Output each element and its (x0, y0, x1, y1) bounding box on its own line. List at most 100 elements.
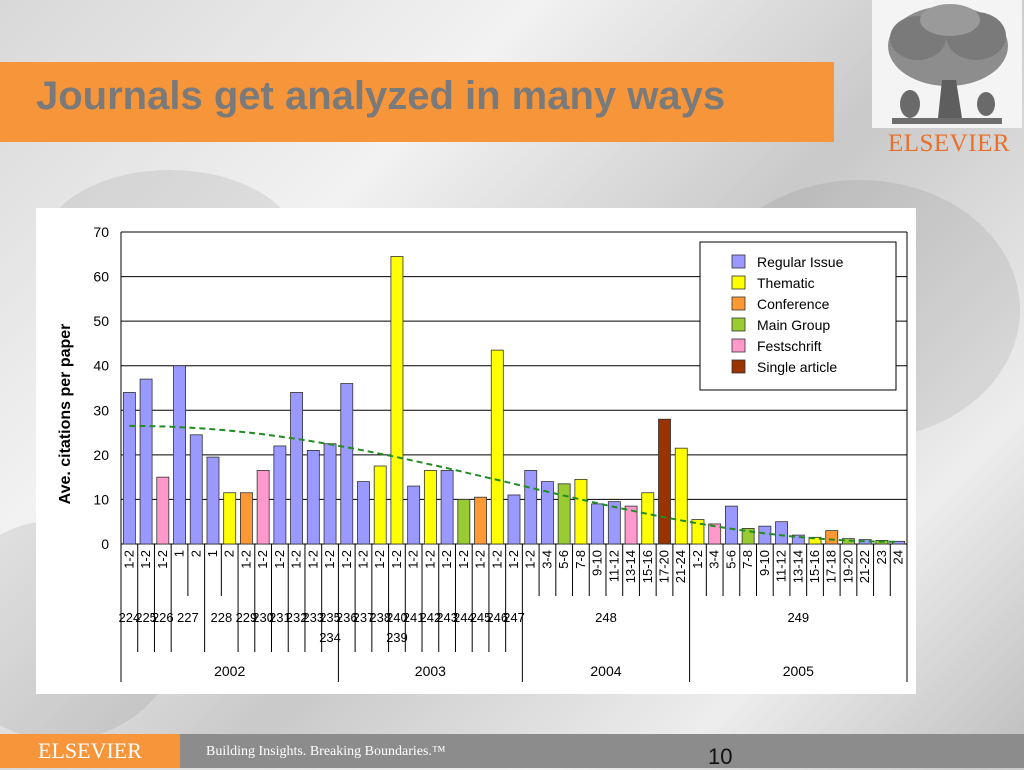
volume-label: 225 (135, 610, 157, 625)
y-tick-label: 40 (93, 358, 109, 374)
bar (423, 470, 437, 545)
bar (574, 478, 588, 545)
bar (541, 481, 554, 545)
issue-label: 1-2 (389, 550, 404, 569)
issue-label: 2 (188, 550, 203, 557)
bar (306, 449, 320, 545)
bar (758, 525, 772, 545)
bar (256, 470, 270, 545)
legend-label: Festschrift (757, 338, 822, 354)
issue-label: 1-2 (339, 550, 354, 569)
issue-label: 3-4 (707, 550, 722, 569)
issue-label: 1-2 (456, 550, 471, 569)
bar (173, 365, 186, 545)
volume-label: 224 (119, 610, 141, 625)
y-tick-label: 50 (93, 313, 109, 329)
issue-label: 1-2 (489, 550, 504, 569)
issue-label: 1-2 (506, 550, 521, 569)
volume-label: 228 (210, 610, 232, 625)
legend-swatch (731, 296, 746, 311)
y-tick-label: 70 (93, 224, 109, 240)
y-tick-label: 0 (101, 536, 109, 552)
volume-label: 241 (403, 610, 425, 625)
issue-label: 1-2 (155, 550, 170, 569)
volume-label: 230 (252, 610, 274, 625)
issue-label: 23 (874, 550, 889, 564)
bar (791, 534, 805, 545)
bar (323, 443, 337, 545)
legend-label: Regular Issue (757, 254, 844, 270)
bar (825, 530, 839, 545)
issue-label: 1-2 (289, 550, 304, 569)
legend-swatch (731, 338, 746, 353)
volume-label: 233 (302, 610, 324, 625)
y-axis-label: Ave. citations per paper (57, 324, 74, 505)
volume-label: 246 (486, 610, 508, 625)
issue-label: 1 (205, 550, 220, 557)
bar (407, 485, 421, 545)
bar (122, 392, 136, 545)
bar (607, 501, 621, 545)
legend-label: Single article (757, 359, 837, 375)
bar (674, 447, 688, 545)
issue-label: 1-2 (272, 550, 287, 569)
footer-brand: ELSEVIER (0, 734, 180, 768)
issue-label: 15-16 (640, 550, 655, 583)
bar (474, 496, 487, 545)
bar (223, 492, 237, 545)
bar (206, 456, 220, 545)
bar (189, 434, 203, 545)
issue-label: 3-4 (539, 550, 554, 569)
volume-label: 227 (177, 610, 199, 625)
issue-label: 17-20 (657, 550, 672, 583)
y-tick-label: 60 (93, 269, 109, 285)
footer-tagline: Building Insights. Breaking Boundaries.™ (206, 744, 446, 759)
issue-label: 9-10 (590, 550, 605, 576)
footer-bar: ELSEVIER Building Insights. Breaking Bou… (0, 734, 1024, 768)
volume-label: 226 (152, 610, 174, 625)
bar (724, 505, 738, 545)
legend-swatch (731, 254, 746, 269)
year-label: 2002 (214, 663, 245, 679)
issue-label: 1-2 (255, 550, 270, 569)
issue-label: 1-2 (690, 550, 705, 569)
issue-label: 1-2 (473, 550, 488, 569)
elsevier-tree-logo (872, 0, 1022, 128)
bar (440, 470, 454, 545)
bar (658, 418, 671, 545)
bar (457, 499, 471, 545)
issue-label: 1-2 (523, 550, 538, 569)
volume-label: 238 (369, 610, 391, 625)
volume-label: 232 (286, 610, 308, 625)
chart-panel: 0 10 20 30 40 50 60 70 1-2 1-2 1-2 1 2 1 2 1-2 1-2 1-2 1-2… (36, 208, 916, 694)
y-tick-label: 20 (93, 447, 109, 463)
bar (557, 483, 571, 545)
volume-label: 235 (319, 610, 341, 625)
volume-label: 249 (787, 610, 809, 625)
legend-label: Thematic (757, 275, 815, 291)
bar (591, 503, 605, 545)
bar (357, 481, 370, 545)
issue-label: 21-22 (857, 550, 872, 583)
year-label: 2003 (415, 663, 446, 679)
bar (290, 392, 304, 545)
issue-label: 15-16 (807, 550, 822, 583)
issue-label: 7-8 (740, 550, 755, 569)
issue-label: 1-2 (322, 550, 337, 569)
issue-label: 1-2 (422, 550, 437, 569)
title-bar: Journals get analyzed in many ways (0, 62, 834, 142)
issue-label: 7-8 (573, 550, 588, 569)
trend-line (129, 424, 899, 543)
volume-label: 245 (470, 610, 492, 625)
volume-label: 247 (503, 610, 525, 625)
y-tick-label: 10 (93, 491, 109, 507)
volume-label: 244 (453, 610, 475, 625)
volume-label: 242 (420, 610, 442, 625)
issue-label: 1-2 (121, 550, 136, 569)
issue-label: 13-14 (623, 550, 638, 583)
issue-label: 2 (222, 550, 237, 557)
issue-label: 17-18 (824, 550, 839, 583)
volume-label: 240 (386, 610, 408, 625)
